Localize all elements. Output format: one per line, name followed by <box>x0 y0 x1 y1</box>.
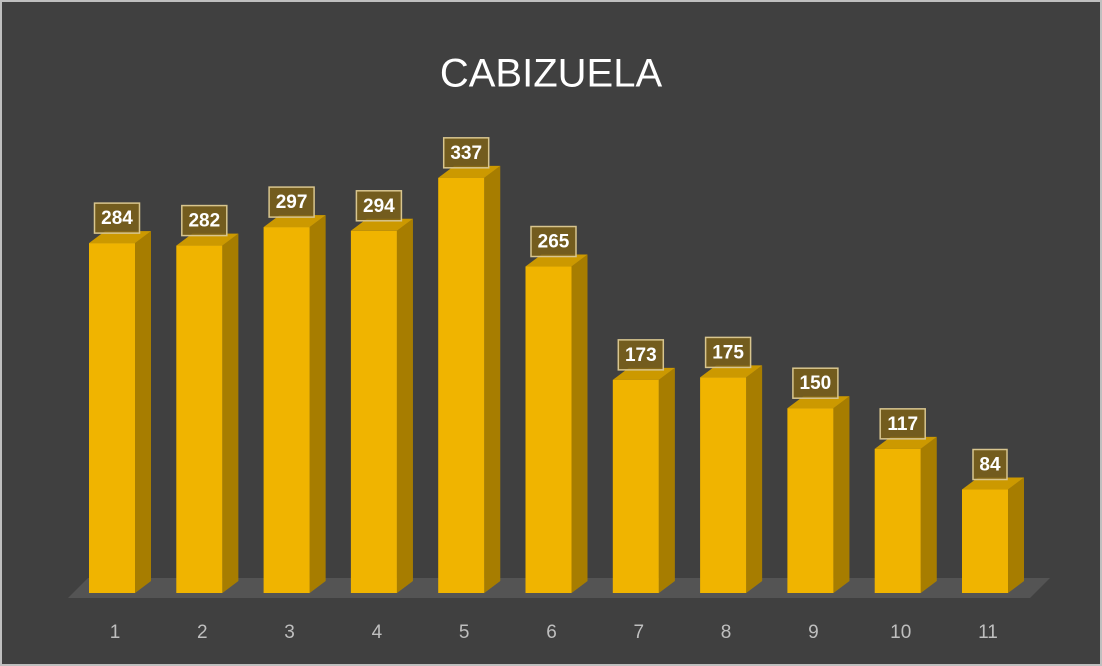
bar-side-shade <box>309 215 326 593</box>
value-label-box <box>355 190 403 222</box>
bar-top <box>263 215 326 228</box>
value-label-box <box>530 225 577 258</box>
x-tick-label: 10 <box>890 622 911 643</box>
bar-top <box>89 231 151 244</box>
bar <box>263 227 310 593</box>
bar <box>700 377 747 593</box>
bar <box>525 266 572 593</box>
bar-side <box>222 233 239 594</box>
value-label: 150 <box>800 373 832 394</box>
value-label-box <box>442 137 490 169</box>
bar-top-shade <box>874 436 937 449</box>
bar-side-shade <box>396 218 413 594</box>
value-label: 84 <box>979 455 1001 476</box>
bar <box>874 448 921 593</box>
bar-top <box>962 477 1024 490</box>
value-label-box <box>268 186 315 218</box>
bar-side <box>309 215 326 593</box>
x-tick-label: 6 <box>546 622 557 643</box>
bar-side <box>658 367 675 593</box>
value-label: 284 <box>101 208 133 229</box>
bar-top <box>350 218 413 231</box>
x-tick-label: 5 <box>459 622 470 643</box>
value-label: 117 <box>887 414 918 435</box>
bar-side-shade <box>920 436 937 593</box>
bar-top <box>438 165 501 178</box>
bar-side <box>1008 477 1024 593</box>
bar-top <box>700 365 763 378</box>
value-label: 294 <box>363 196 395 217</box>
bar-top-shade <box>89 231 151 244</box>
value-label-box <box>972 448 1008 481</box>
bar-top-shade <box>263 215 326 228</box>
x-tick-label: 9 <box>808 622 819 643</box>
bar-side-shade <box>135 231 151 593</box>
value-label-box <box>617 339 665 371</box>
bar <box>787 408 834 593</box>
bar-side <box>920 436 937 593</box>
bar <box>350 230 397 594</box>
value-label-box <box>181 204 228 237</box>
x-tick-label: 3 <box>284 622 295 643</box>
x-tick-label: 11 <box>978 622 998 643</box>
bar-side <box>746 365 763 593</box>
x-tick-label: 4 <box>372 622 383 643</box>
bar-side-shade <box>658 367 675 593</box>
value-label: 175 <box>712 342 744 363</box>
bar-top-shade <box>350 218 413 231</box>
value-label: 297 <box>276 192 308 213</box>
bar-top-shade <box>962 477 1024 490</box>
bar-top <box>612 367 675 380</box>
bar-side <box>833 396 850 593</box>
value-label-box <box>93 202 141 234</box>
bar-side <box>484 165 501 594</box>
value-label: 265 <box>538 232 570 253</box>
bar-top-shade <box>438 165 501 178</box>
bar-side-shade <box>833 396 850 593</box>
bar <box>176 245 223 594</box>
bar-top-shade <box>525 254 588 267</box>
bar-side-shade <box>1008 477 1024 593</box>
bar-top <box>787 396 850 409</box>
value-label: 173 <box>625 345 657 366</box>
value-label: 337 <box>450 143 482 164</box>
value-label: 282 <box>188 211 220 232</box>
bar <box>962 489 1008 593</box>
x-tick-label: 7 <box>634 622 645 643</box>
x-tick-label: 8 <box>721 622 732 643</box>
chart-title: CABIZUELA <box>440 52 663 96</box>
bar-side <box>135 231 151 593</box>
bar-top <box>874 436 937 449</box>
bar <box>89 243 135 593</box>
bar-side <box>571 254 588 593</box>
bar <box>612 379 659 593</box>
bar-top-shade <box>700 365 763 378</box>
bar-top-shade <box>787 396 850 409</box>
bar-side-shade <box>571 254 588 593</box>
bar <box>438 177 485 594</box>
bar-side-shade <box>484 165 501 594</box>
x-tick-label: 2 <box>197 622 208 643</box>
value-label-box <box>704 336 752 369</box>
bar-top-shade <box>612 367 675 380</box>
bar-top <box>525 254 588 267</box>
bar-top <box>176 233 239 246</box>
bar-side-shade <box>746 365 763 593</box>
value-label-box <box>792 367 839 399</box>
x-tick-label: 1 <box>110 622 121 643</box>
value-label-box <box>879 408 926 440</box>
bar-side <box>396 218 413 594</box>
bar-top-shade <box>176 233 239 246</box>
bar-side-shade <box>222 233 239 594</box>
